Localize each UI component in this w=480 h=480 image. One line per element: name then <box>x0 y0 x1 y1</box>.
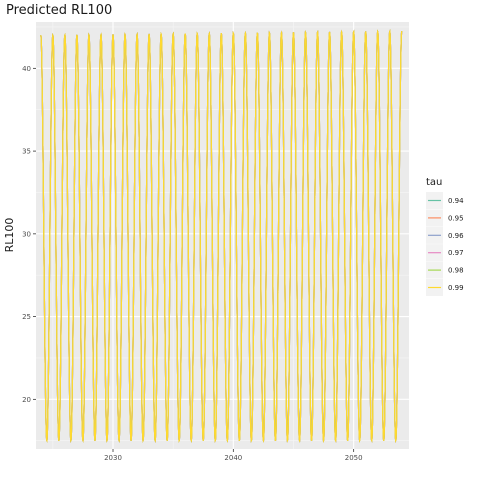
y-tick-label: 30 <box>22 230 31 238</box>
legend: tau 0.94 0.95 0.96 0.97 0.98 0.99 <box>426 177 464 296</box>
x-tick-label: 2040 <box>224 454 242 462</box>
legend-label: 0.98 <box>448 267 464 275</box>
series-line-0.99 <box>40 29 403 443</box>
legend-title: tau <box>426 177 442 188</box>
legend-label: 0.96 <box>448 232 464 240</box>
x-tick-label: 2050 <box>345 454 363 462</box>
grid <box>36 22 409 449</box>
x-tick-label: 2030 <box>104 454 122 462</box>
legend-label: 0.94 <box>448 197 464 205</box>
legend-label: 0.95 <box>448 214 464 222</box>
series-layer <box>40 29 403 443</box>
legend-label: 0.99 <box>448 284 464 292</box>
y-tick-label: 20 <box>22 396 31 404</box>
legend-label: 0.97 <box>448 249 464 257</box>
chart-title: Predicted RL100 <box>6 3 112 18</box>
y-tick-label: 35 <box>22 148 31 156</box>
y-tick-label: 40 <box>22 65 31 73</box>
axes: 2030 2040 2050 20 25 30 35 40 <box>22 65 362 462</box>
y-tick-label: 25 <box>22 313 31 321</box>
y-axis-title: RL100 <box>3 218 16 253</box>
